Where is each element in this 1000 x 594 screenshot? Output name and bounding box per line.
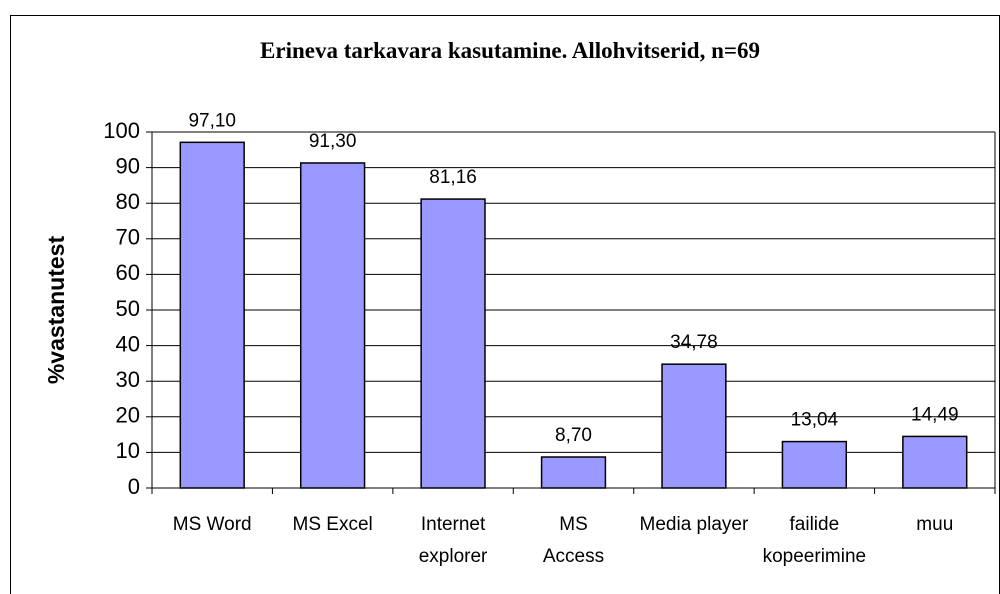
x-tick-label: MS Access (543, 514, 604, 567)
x-tick-label: Media player (640, 514, 749, 535)
x-tick-label: MS Excel (293, 514, 373, 535)
y-tick-label: 40 (116, 331, 140, 356)
bar (420, 198, 486, 489)
y-tick-label: 90 (116, 153, 140, 178)
data-label: 8,70 (555, 425, 592, 446)
x-tick-label: MS Word (173, 514, 252, 535)
y-tick-label: 0 (128, 474, 140, 499)
bar (299, 162, 366, 489)
x-tick-label: failide kopeerimine (763, 514, 867, 567)
data-label: 91,30 (309, 131, 357, 152)
chart-frame (10, 15, 1000, 594)
bar (902, 435, 968, 489)
y-tick-label: 10 (116, 438, 140, 463)
data-label: 97,10 (188, 110, 236, 131)
bar (781, 440, 848, 489)
x-tick-label: muu (916, 514, 953, 535)
data-label: 13,04 (791, 410, 839, 431)
bar (661, 363, 727, 489)
y-tick-label: 100 (103, 118, 140, 143)
y-tick-label: 60 (116, 260, 140, 285)
y-tick-label: 80 (116, 189, 140, 214)
y-axis-title: %vastanutest (43, 236, 69, 385)
y-tick-label: 30 (116, 367, 140, 392)
x-tick-label: Internet explorer (419, 514, 488, 567)
chart-title: Erineva tarkavara kasutamine. Allohvitse… (260, 38, 760, 63)
y-tick-label: 70 (116, 225, 140, 250)
data-label: 34,78 (670, 332, 718, 353)
data-label: 14,49 (911, 404, 959, 425)
data-label: 81,16 (429, 167, 477, 188)
y-tick-label: 50 (116, 296, 140, 321)
y-tick-label: 20 (116, 403, 140, 428)
bar (179, 141, 245, 489)
bar (540, 456, 607, 489)
